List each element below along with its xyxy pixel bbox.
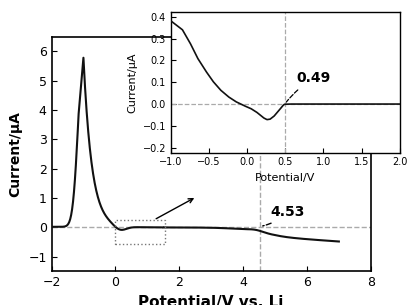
Y-axis label: Current/μA: Current/μA: [127, 52, 137, 113]
Text: 4.53: 4.53: [263, 205, 304, 226]
X-axis label: Potential/V vs. Li: Potential/V vs. Li: [138, 295, 284, 305]
Bar: [115, 220, 165, 244]
Y-axis label: Current/μA: Current/μA: [9, 111, 23, 197]
Text: 0.49: 0.49: [286, 71, 331, 102]
X-axis label: Potential/V: Potential/V: [255, 173, 316, 183]
